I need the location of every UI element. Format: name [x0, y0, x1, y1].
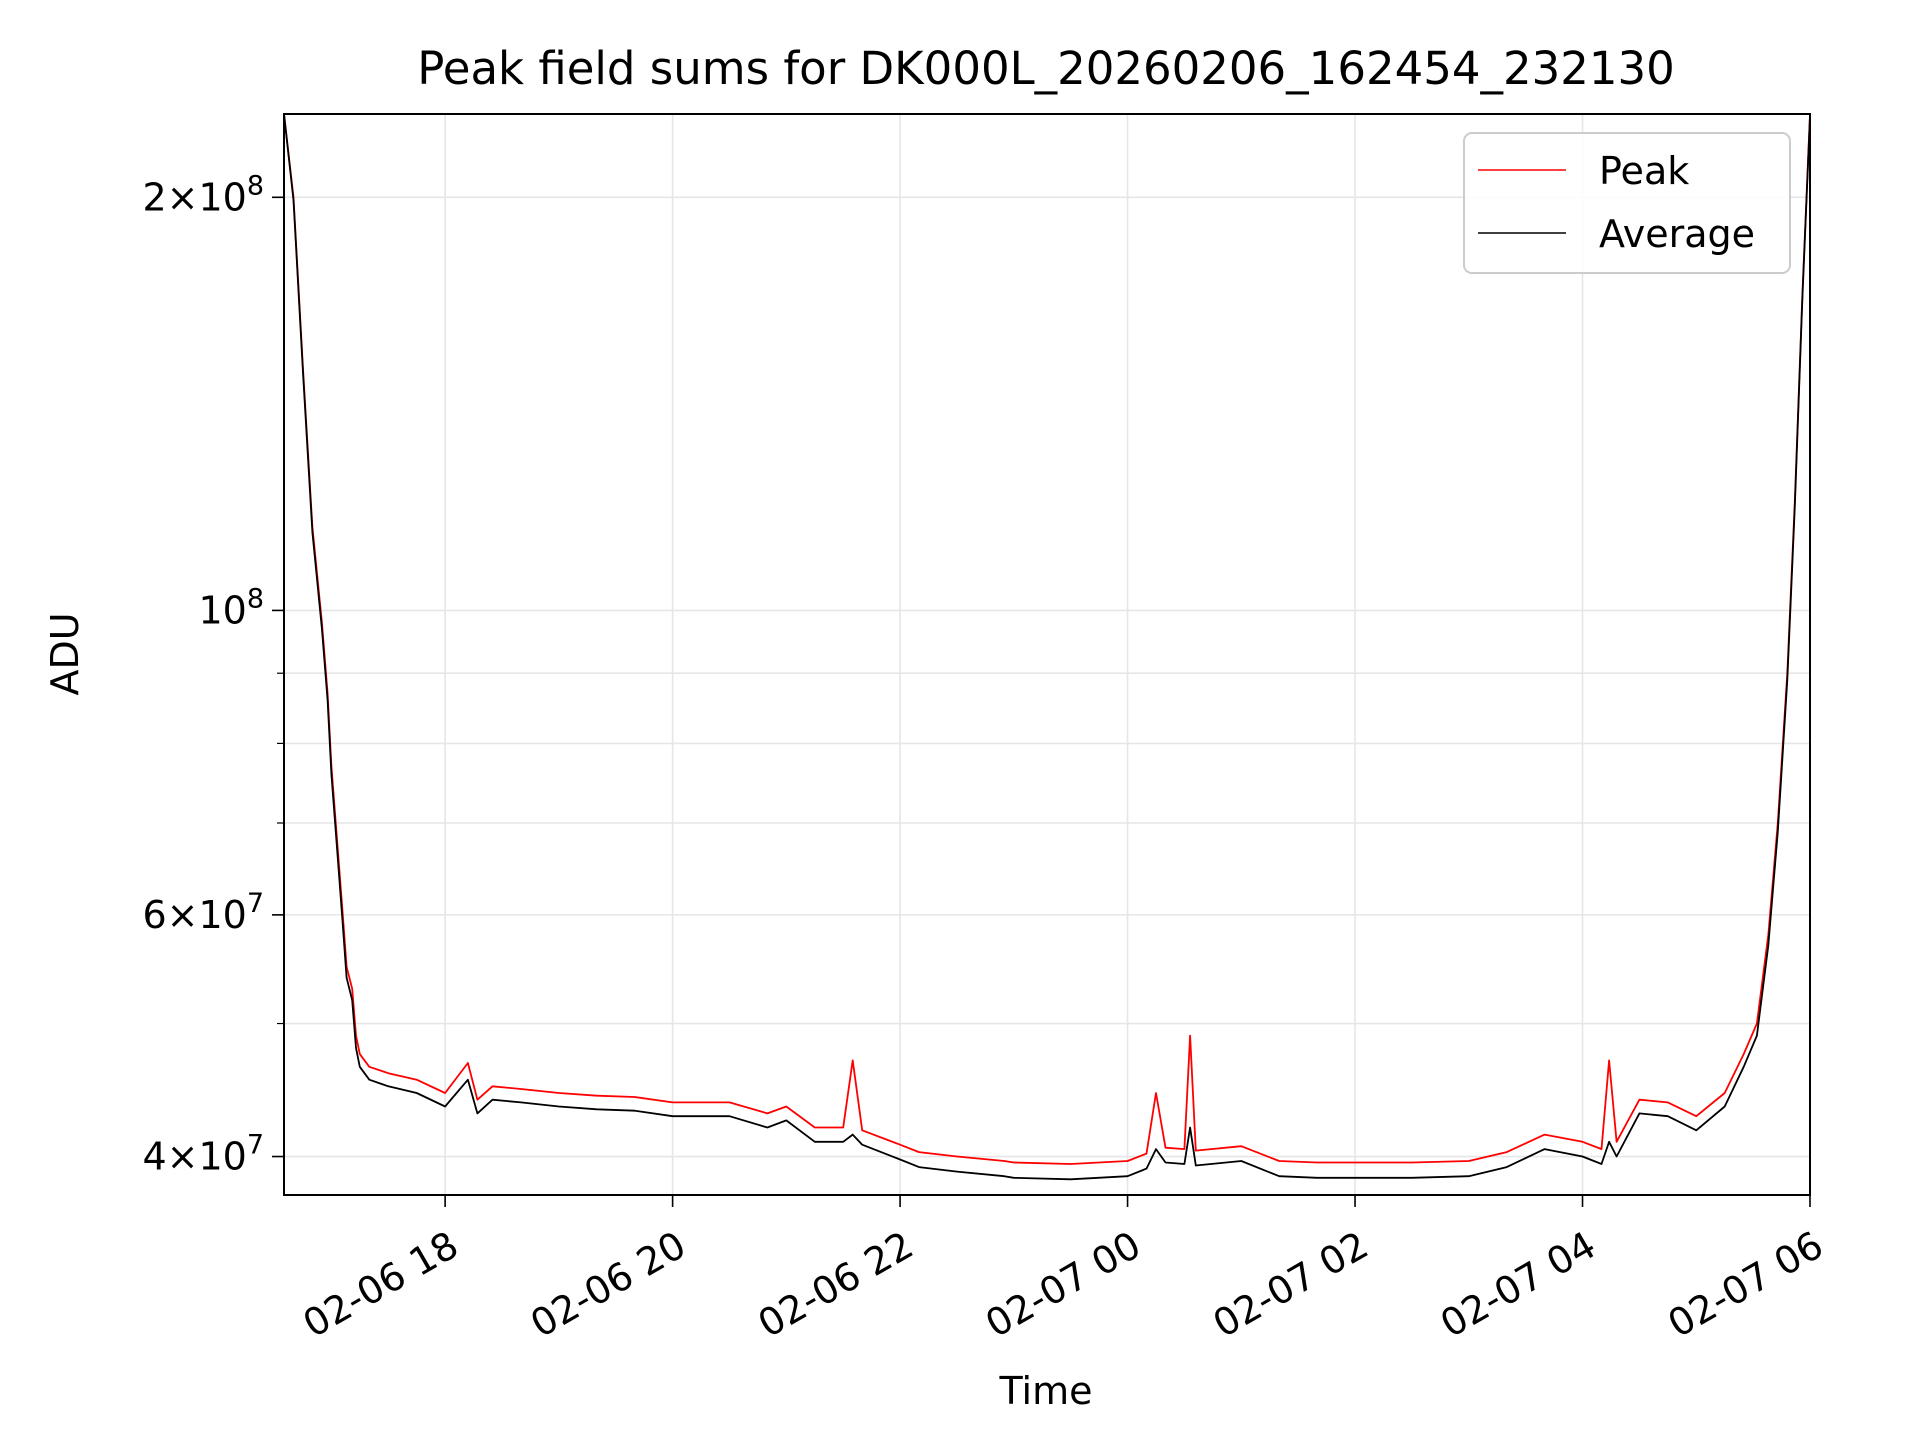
x-tick-label: 02-06 22: [751, 1223, 921, 1347]
legend: Peak Average: [1463, 132, 1791, 274]
x-axis: 02-06 18 02-06 20 02-06 22 02-07 00 02-07 02…: [296, 1195, 1831, 1346]
x-tick-label: 02-07 06: [1661, 1223, 1831, 1347]
grid: [284, 114, 1811, 1195]
y-tick-label: 6×107: [142, 888, 264, 937]
series-line-average: [283, 113, 1811, 1181]
axes-frame: [283, 113, 1811, 1196]
x-tick-label: 02-07 04: [1433, 1223, 1603, 1347]
legend-peak-label: Peak: [1599, 149, 1689, 193]
chart-title: Peak field sums for DK000L_20260206_1624…: [417, 42, 1675, 95]
y-tick-label: 4×107: [142, 1130, 264, 1179]
y-axis-label: ADU: [43, 612, 87, 695]
x-tick-label: 02-07 00: [978, 1223, 1148, 1347]
y-tick-label: 2×108: [142, 170, 264, 219]
plot-area: [283, 113, 1811, 1181]
legend-box: [1463, 132, 1791, 274]
legend-average-label: Average: [1599, 212, 1755, 256]
x-axis-label: Time: [999, 1369, 1093, 1413]
x-tick-label: 02-06 20: [523, 1223, 693, 1347]
series-line-peak: [283, 113, 1811, 1165]
x-tick-label: 02-07 02: [1206, 1223, 1376, 1347]
y-axis: 4×107 6×107 108 2×108: [142, 170, 284, 1179]
y-tick-label: 108: [198, 583, 264, 632]
x-tick-label: 02-06 18: [296, 1223, 466, 1347]
